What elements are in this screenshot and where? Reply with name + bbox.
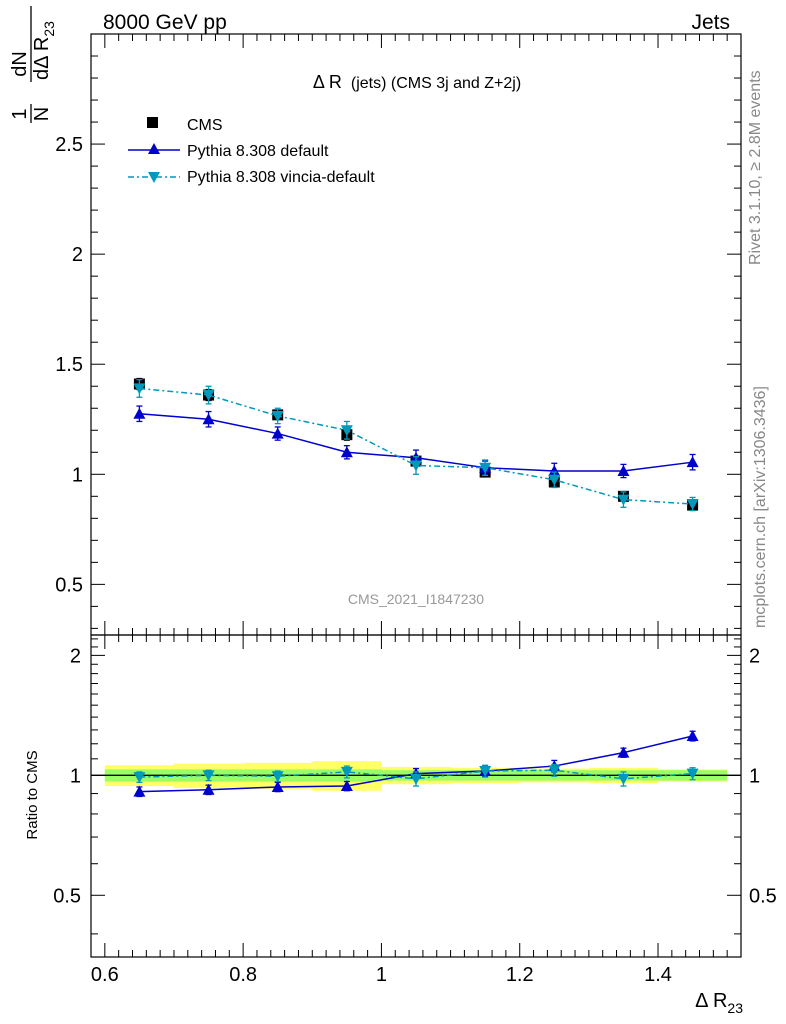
main-title-symbol: Δ R (313, 72, 342, 92)
y-tick-label: 1 (72, 464, 83, 486)
data-point (271, 410, 284, 422)
ylabel-dn: dN (9, 51, 31, 77)
data-point (202, 783, 215, 795)
y-tick-label: 1.5 (55, 354, 83, 376)
series-line (139, 769, 693, 780)
main-series-layer (133, 377, 699, 512)
data-point (202, 770, 215, 782)
y-tick-label: 2.5 (55, 134, 83, 156)
data-point (410, 460, 422, 472)
data-point (479, 766, 492, 778)
y-tick-label: 0.5 (53, 885, 81, 907)
x-tick-label: 0.6 (91, 964, 119, 986)
legend-pythia-default-marker (148, 143, 160, 154)
main-y-axis-label: 1 N dN dΔ R23 (9, 6, 57, 123)
ylabel-d-subscript: 23 (41, 21, 57, 37)
y-tick-label-right: 1 (749, 765, 760, 787)
data-point (617, 773, 630, 785)
data-point (410, 773, 422, 785)
ylabel-n: N (31, 107, 53, 121)
legend-pythia-default-label: Pythia 8.308 default (187, 143, 329, 160)
data-point (686, 499, 699, 511)
x-tick-label: 0.8 (229, 964, 257, 986)
data-point (271, 780, 284, 792)
data-point (548, 464, 561, 476)
x-tick-label: 1.2 (506, 964, 534, 986)
y-tick-label: 0.5 (55, 574, 83, 596)
ratio-plot-frame (90, 634, 742, 958)
x-axis-label-main: Δ R (695, 990, 727, 1012)
data-point (686, 456, 699, 468)
legend-cms-marker (147, 117, 158, 128)
data-point (202, 390, 215, 402)
data-point (271, 771, 284, 783)
y-tick-label-right: 0.5 (749, 885, 777, 907)
legend: CMS Pythia 8.308 default Pythia 8.308 vi… (128, 117, 375, 186)
ylabel-d-main: dΔ R (31, 37, 53, 80)
x-tick-label: 1 (376, 964, 387, 986)
y-tick-label: 1 (70, 765, 81, 787)
data-point (271, 427, 284, 439)
main-panel: 0.5 1 1.5 2 2.5 Δ R (jets) (CMS 3j and Z+2j)… (9, 6, 742, 636)
x-axis-label: Δ R23 (695, 990, 743, 1016)
data-point (133, 772, 146, 784)
ratio-y-axis-label: Ratio to CMS (24, 750, 41, 839)
y-tick-label: 2 (72, 244, 83, 266)
header-energy-label: 8000 GeV pp (103, 11, 227, 34)
header-process-label: Jets (691, 11, 730, 34)
legend-cms-label: CMS (187, 117, 223, 134)
main-title-subtitle: (jets) (CMS 3j and Z+2j) (351, 75, 521, 92)
data-point (340, 425, 353, 437)
x-tick-label: 1.4 (644, 964, 672, 986)
mcplots-label: mcplots.cern.ch [arXiv:1306.3436] (752, 386, 769, 628)
x-axis-label-subscript: 23 (727, 1000, 743, 1016)
ylabel-d: dΔ R23 (31, 21, 57, 80)
ylabel-one: 1 (9, 108, 31, 119)
y-tick-label-right: 2 (749, 645, 760, 667)
data-point (133, 383, 146, 395)
data-point (479, 462, 492, 474)
data-point (340, 446, 353, 458)
data-point (686, 730, 699, 742)
analysis-watermark: CMS_2021_I1847230 (348, 591, 484, 607)
legend-vincia-label: Pythia 8.308 vincia-default (187, 169, 375, 186)
data-point (202, 413, 215, 425)
data-point (133, 785, 146, 797)
ratio-series-layer (133, 730, 699, 798)
data-point (617, 746, 630, 758)
legend-vincia-marker (148, 172, 160, 183)
ratio-panel: 0.6 0.8 1 1.2 1.4 0.5 0.5 1 1 2 2 Ratio to CMS Δ R… (24, 634, 777, 1016)
y-tick-label: 2 (70, 645, 81, 667)
main-axis-ticks: 0.5 1 1.5 2 2.5 (55, 34, 741, 635)
data-point (617, 494, 630, 506)
data-point (686, 768, 699, 780)
main-chart-title: Δ R (jets) (CMS 3j and Z+2j) (313, 72, 521, 92)
data-point (340, 780, 353, 792)
data-point (340, 766, 353, 778)
data-point (133, 407, 146, 419)
data-point (548, 474, 561, 486)
rivet-version-label: Rivet 3.1.10, ≥ 2.8M events (747, 70, 764, 265)
data-point (548, 765, 561, 777)
data-point (617, 464, 630, 476)
ratio-axis-ticks: 0.6 0.8 1 1.2 1.4 0.5 0.5 1 1 2 2 (53, 635, 777, 986)
series-line (139, 387, 693, 505)
